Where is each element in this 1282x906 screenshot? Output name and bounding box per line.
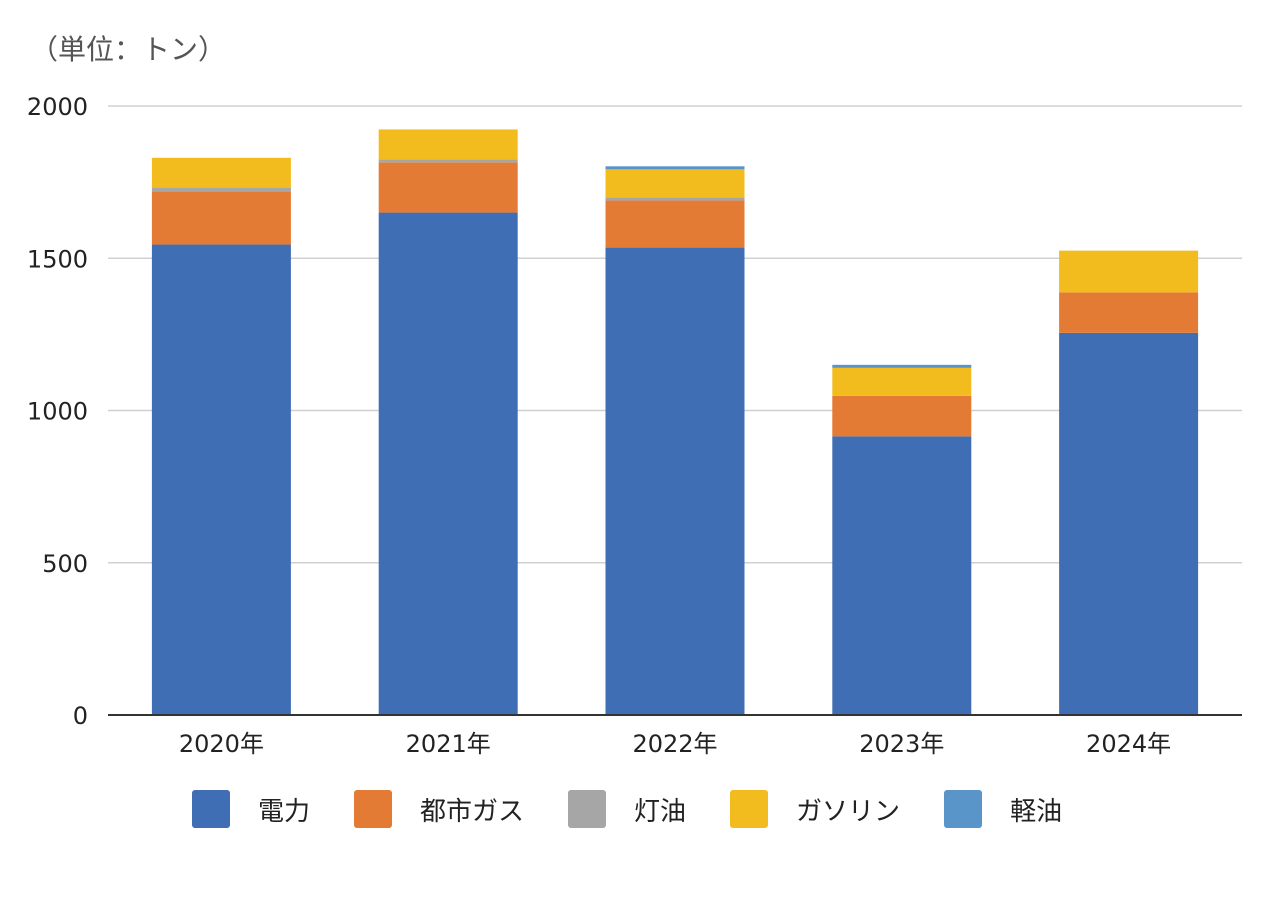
y-axis-ticks: 0 500 1000 1500 2000 (27, 93, 88, 730)
bars (151, 129, 1199, 716)
bar-segment (832, 395, 972, 437)
x-tick-label: 2023年 (859, 730, 944, 758)
x-tick-label: 2020年 (179, 730, 264, 758)
legend-item: 都市ガス (354, 790, 524, 828)
bar-segment (605, 200, 745, 248)
legend: 電力 都市ガス 灯油 ガソリン 軽油 (192, 790, 1106, 828)
bar-segment (605, 169, 745, 198)
legend-item: ガソリン (730, 790, 900, 828)
bar-segment (832, 367, 972, 396)
bar-segment (378, 159, 518, 163)
bar-segment (605, 166, 745, 170)
legend-item: 電力 (192, 790, 310, 828)
legend-swatch (354, 790, 393, 828)
legend-swatch (944, 790, 983, 828)
legend-label: 都市ガス (420, 796, 525, 827)
bar-segment (832, 436, 972, 715)
bar-segment (378, 212, 518, 715)
legend-swatch (192, 790, 230, 828)
x-tick-label: 2024年 (1086, 730, 1171, 758)
y-tick-label: 0 (73, 702, 88, 730)
legend-swatch (568, 790, 607, 828)
bar-segment (832, 364, 972, 368)
legend-label: 電力 (258, 796, 311, 827)
bar-segment (378, 162, 518, 213)
legend-label: 灯油 (634, 796, 687, 827)
y-tick-label: 500 (42, 550, 88, 578)
legend-swatch (730, 790, 769, 828)
x-tick-label: 2021年 (406, 730, 491, 758)
bar-segment (1059, 250, 1199, 293)
x-tick-label: 2022年 (632, 730, 717, 758)
bar-segment (378, 129, 518, 160)
bar-segment (1059, 332, 1199, 715)
bar-segment (151, 244, 291, 716)
legend-label: 軽油 (1010, 796, 1063, 827)
bar-segment (605, 247, 745, 715)
bar-segment (1059, 292, 1199, 333)
legend-item: 灯油 (568, 790, 686, 828)
y-tick-label: 2000 (27, 93, 88, 121)
legend-item: 軽油 (944, 790, 1062, 828)
y-tick-label: 1000 (27, 398, 88, 426)
bar-segment (605, 197, 745, 201)
unit-label: （単位：トン） (30, 33, 227, 66)
bar-segment (151, 191, 291, 245)
y-tick-label: 1500 (27, 245, 88, 273)
legend-label: ガソリン (796, 796, 901, 827)
bar-segment (151, 187, 291, 192)
bar-segment (151, 157, 291, 188)
x-axis-ticks: 2020年 2021年 2022年 2023年 2024年 (179, 730, 1171, 758)
